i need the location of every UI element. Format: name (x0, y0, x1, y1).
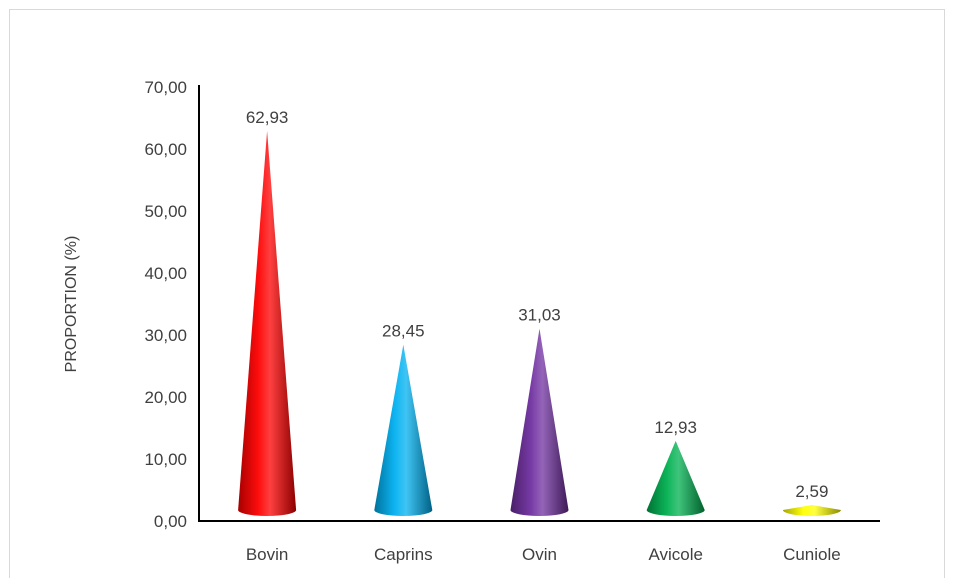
data-label: 12,93 (654, 418, 697, 437)
category-labels: Bovin Caprins Ovin Avicole Cuniole (246, 545, 841, 564)
y-tick-label: 0,00 (154, 512, 187, 531)
category-label: Ovin (522, 545, 557, 564)
y-tick-labels: 0,00 10,00 20,00 30,00 40,00 50,00 60,00 70,00 (144, 78, 187, 531)
y-tick-label: 20,00 (144, 388, 187, 407)
data-label: 28,45 (382, 322, 425, 341)
cone-bovin (238, 130, 297, 517)
y-axis-title: PROPORTION (%) (63, 236, 80, 373)
y-tick-label: 60,00 (144, 140, 187, 159)
category-label: Caprins (374, 545, 433, 564)
cone-body (238, 130, 297, 517)
cone-cuniole (782, 504, 841, 516)
cone-body (646, 440, 705, 516)
cone-ovin (510, 328, 569, 516)
data-label: 31,03 (518, 306, 561, 325)
axes-layer (198, 85, 880, 522)
y-tick-label: 10,00 (144, 450, 187, 469)
cone-avicole (646, 440, 705, 516)
data-label: 2,59 (795, 482, 828, 501)
y-tick-label: 70,00 (144, 78, 187, 97)
chart-frame (9, 9, 945, 578)
cone-body (510, 328, 569, 516)
cone-body (374, 344, 433, 516)
category-label: Avicole (648, 545, 703, 564)
y-tick-label: 50,00 (144, 202, 187, 221)
cone-body (782, 504, 841, 516)
cones-layer (238, 130, 841, 517)
y-tick-label: 30,00 (144, 326, 187, 345)
data-labels: 62,93 28,45 31,03 12,93 2,59 (246, 108, 829, 501)
y-tick-label: 40,00 (144, 264, 187, 283)
category-label: Bovin (246, 545, 289, 564)
data-label: 62,93 (246, 108, 289, 127)
category-label: Cuniole (783, 545, 841, 564)
cone-caprins (374, 344, 433, 516)
